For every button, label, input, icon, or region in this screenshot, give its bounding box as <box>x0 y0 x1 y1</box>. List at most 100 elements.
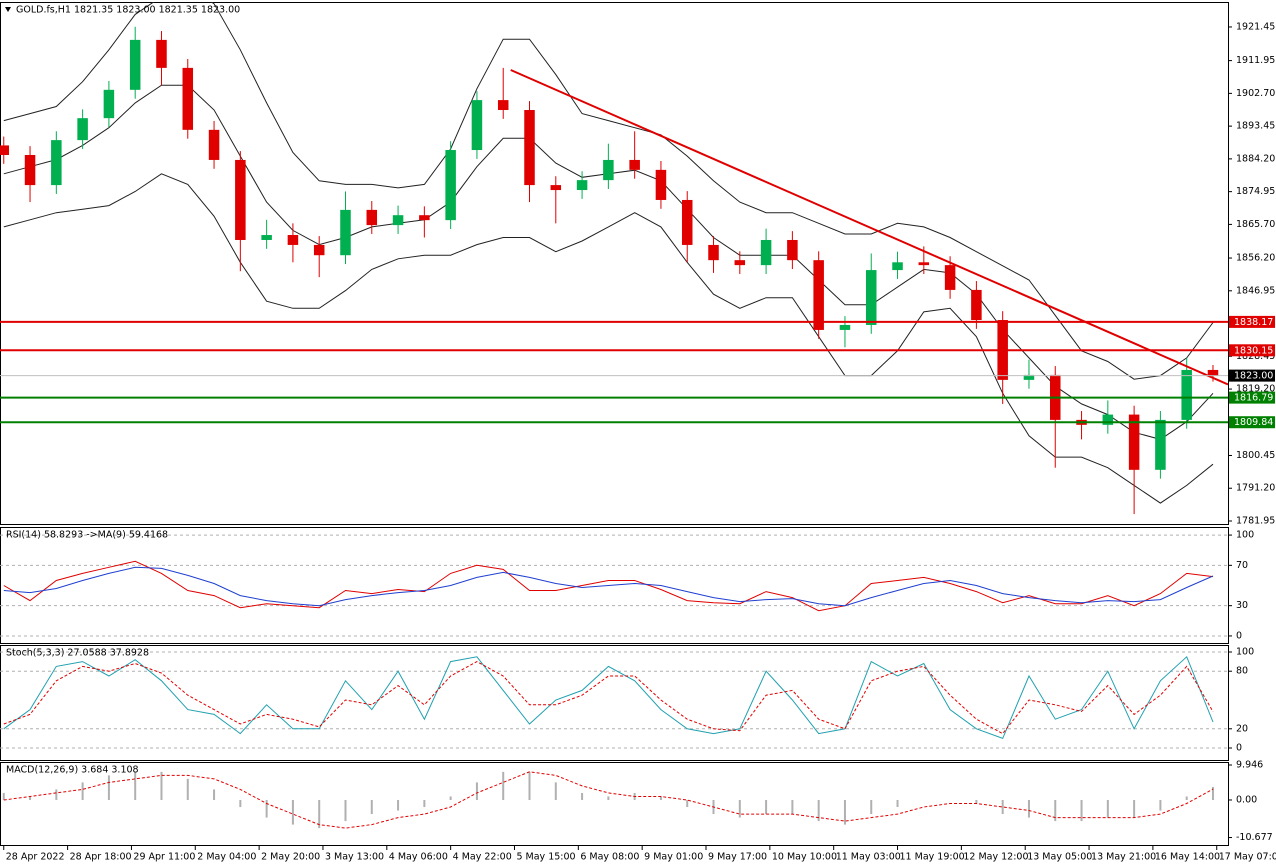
bollinger-band <box>3 173 1214 504</box>
macd-bar <box>1001 799 1004 815</box>
candle-body <box>235 159 246 240</box>
candle-body <box>366 209 378 226</box>
candle-body <box>51 140 62 186</box>
macd-bar <box>554 782 557 800</box>
x-tick-label: 3 May 13:00 <box>325 852 384 863</box>
macd-bar <box>160 771 163 800</box>
macd-bar <box>1211 787 1214 800</box>
macd-bar <box>870 799 873 815</box>
macd-bar <box>607 796 610 800</box>
macd-bar <box>344 799 347 822</box>
x-tick-label: 16 May 14:00 <box>1155 852 1220 863</box>
candle-body <box>681 199 693 245</box>
candle-body <box>734 260 746 266</box>
candle-body <box>182 67 194 130</box>
candle-body <box>0 145 10 155</box>
x-tick-label: 10 May 10:00 <box>772 852 837 863</box>
x-tick-label: 6 May 08:00 <box>580 852 639 863</box>
candle-body <box>471 100 483 151</box>
menu-triangle[interactable] <box>5 7 11 12</box>
y-tick-label: 1921.45 <box>1236 21 1275 32</box>
candle-body <box>655 169 667 200</box>
macd-bar <box>738 799 741 818</box>
rsi-panel <box>0 527 1229 644</box>
macd-bar <box>1159 799 1162 811</box>
panel-title: MACD(12,26,9) 3.684 3.108 <box>6 765 139 776</box>
level-label: 1809.84 <box>1234 417 1273 428</box>
macd-bar <box>791 799 794 815</box>
candle-body <box>813 260 824 330</box>
candle-body <box>944 265 956 290</box>
candle-body <box>24 154 36 186</box>
panel-title: GOLD.fs,H1 1821.35 1823.00 1821.35 1823.… <box>16 5 240 16</box>
x-tick-label: 13 May 21:00 <box>1091 852 1156 863</box>
stoch-panel <box>0 645 1229 761</box>
y-tick-label: 1911.95 <box>1236 55 1275 66</box>
candle-body <box>1155 419 1166 470</box>
panel-plot <box>0 651 1228 749</box>
macd-bar <box>449 796 452 800</box>
macd-bar <box>896 799 899 808</box>
candle-body <box>103 89 115 119</box>
indicator-line <box>3 771 1214 829</box>
candle-body <box>313 244 325 256</box>
candle-body <box>708 244 719 261</box>
macd-bar <box>1185 796 1188 800</box>
indicator-line <box>3 655 1214 740</box>
x-tick-label: 2 May 20:00 <box>261 852 320 863</box>
x-tick-label: 9 May 17:00 <box>708 852 767 863</box>
bollinger-band <box>3 84 1214 440</box>
x-tick-label: 13 May 05:00 <box>1027 852 1092 863</box>
macd-bar <box>475 782 478 800</box>
level-label: 1838.17 <box>1234 317 1273 328</box>
macd-bar <box>975 799 978 804</box>
candle-body <box>392 215 404 226</box>
candle-body <box>839 324 851 330</box>
y-tick-label: 1791.20 <box>1236 483 1275 494</box>
indicator-line <box>3 566 1214 607</box>
macd-bar <box>502 771 505 800</box>
panel-plot <box>2 771 1214 829</box>
candle-body <box>865 270 877 325</box>
macd-bar <box>107 775 110 800</box>
macd-bar <box>29 796 32 800</box>
x-tick-label: 11 May 19:00 <box>900 852 965 863</box>
macd-bar <box>765 799 768 815</box>
candle-body <box>918 262 930 266</box>
macd-bar <box>55 789 58 800</box>
x-tick-label: 29 Apr 11:00 <box>133 852 195 863</box>
y-tick-label: 1800.45 <box>1236 450 1275 461</box>
candle-body <box>419 215 430 221</box>
macd-bar <box>423 799 426 808</box>
macd-bar <box>81 782 84 800</box>
y-tick-label: 1884.20 <box>1236 153 1275 164</box>
current-price-label: 1823.00 <box>1234 371 1273 382</box>
candle-body <box>340 209 351 256</box>
y-tick-label: -10.677 <box>1236 832 1273 843</box>
x-tick-label: 12 May 12:00 <box>963 852 1028 863</box>
x-tick-label: 9 May 01:00 <box>644 852 703 863</box>
y-tick-label: 1819.20 <box>1236 384 1275 395</box>
macd-bar <box>659 796 662 800</box>
macd-bar <box>186 778 189 800</box>
x-tick-label: 28 Apr 18:00 <box>70 852 132 863</box>
y-tick-label: 70 <box>1236 560 1248 571</box>
y-tick-label: 20 <box>1236 723 1248 734</box>
y-tick-label: 1856.20 <box>1236 253 1275 264</box>
candle-body <box>1207 369 1219 376</box>
y-tick-label: 0.00 <box>1236 794 1257 805</box>
y-tick-label: 1902.70 <box>1236 88 1275 99</box>
level-label-box <box>1229 416 1275 429</box>
level-label-box <box>1229 315 1275 328</box>
macd-bar <box>370 799 373 815</box>
trendline <box>510 69 1228 386</box>
bollinger-band <box>3 2 1214 380</box>
macd-bar <box>265 799 268 818</box>
macd-bar <box>817 799 820 822</box>
y-tick-label: 1781.95 <box>1236 515 1275 526</box>
candle-body <box>156 39 167 68</box>
main-panel <box>0 2 1229 525</box>
macd-bar <box>239 799 242 808</box>
candle-body <box>1023 374 1035 380</box>
